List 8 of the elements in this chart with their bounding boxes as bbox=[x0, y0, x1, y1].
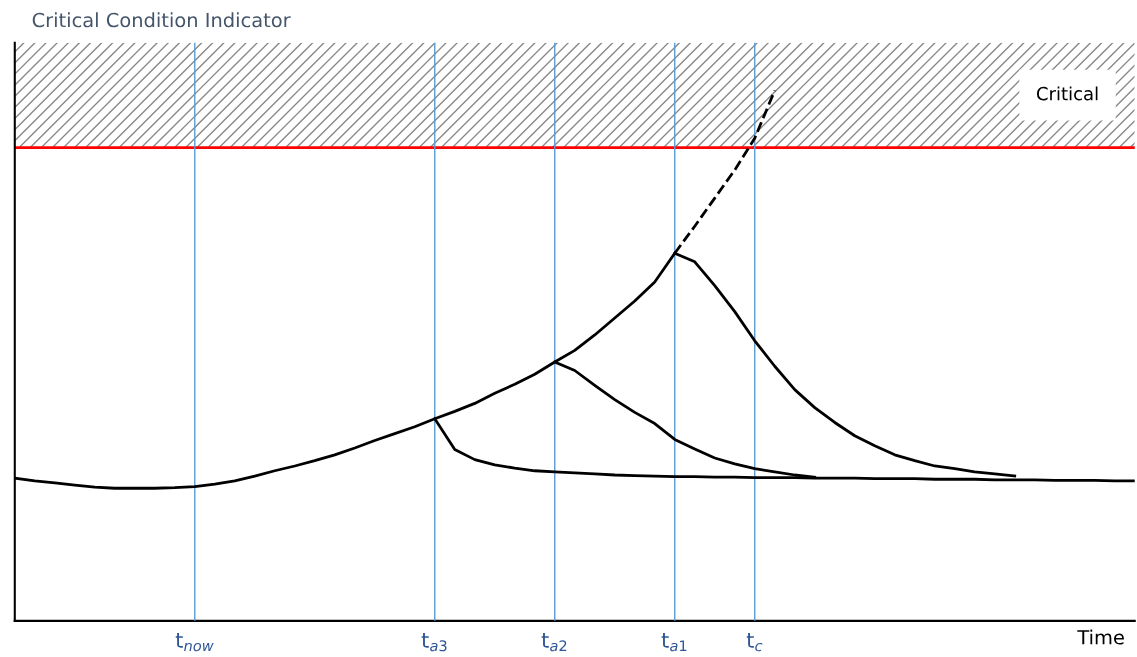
x-tick-label: t$_{c}$ bbox=[746, 633, 763, 652]
y-axis-title: Critical Condition Indicator bbox=[32, 12, 291, 28]
band-label: Critical bbox=[1036, 86, 1098, 101]
x-tick-label: t$_{now}$ bbox=[175, 633, 214, 652]
x-tick-label: t$_{a3}$ bbox=[421, 633, 447, 652]
x-axis-title: Time bbox=[1077, 629, 1124, 645]
x-tick-label: t$_{a1}$ bbox=[661, 633, 687, 652]
x-tick-label: t$_{a2}$ bbox=[541, 633, 567, 652]
